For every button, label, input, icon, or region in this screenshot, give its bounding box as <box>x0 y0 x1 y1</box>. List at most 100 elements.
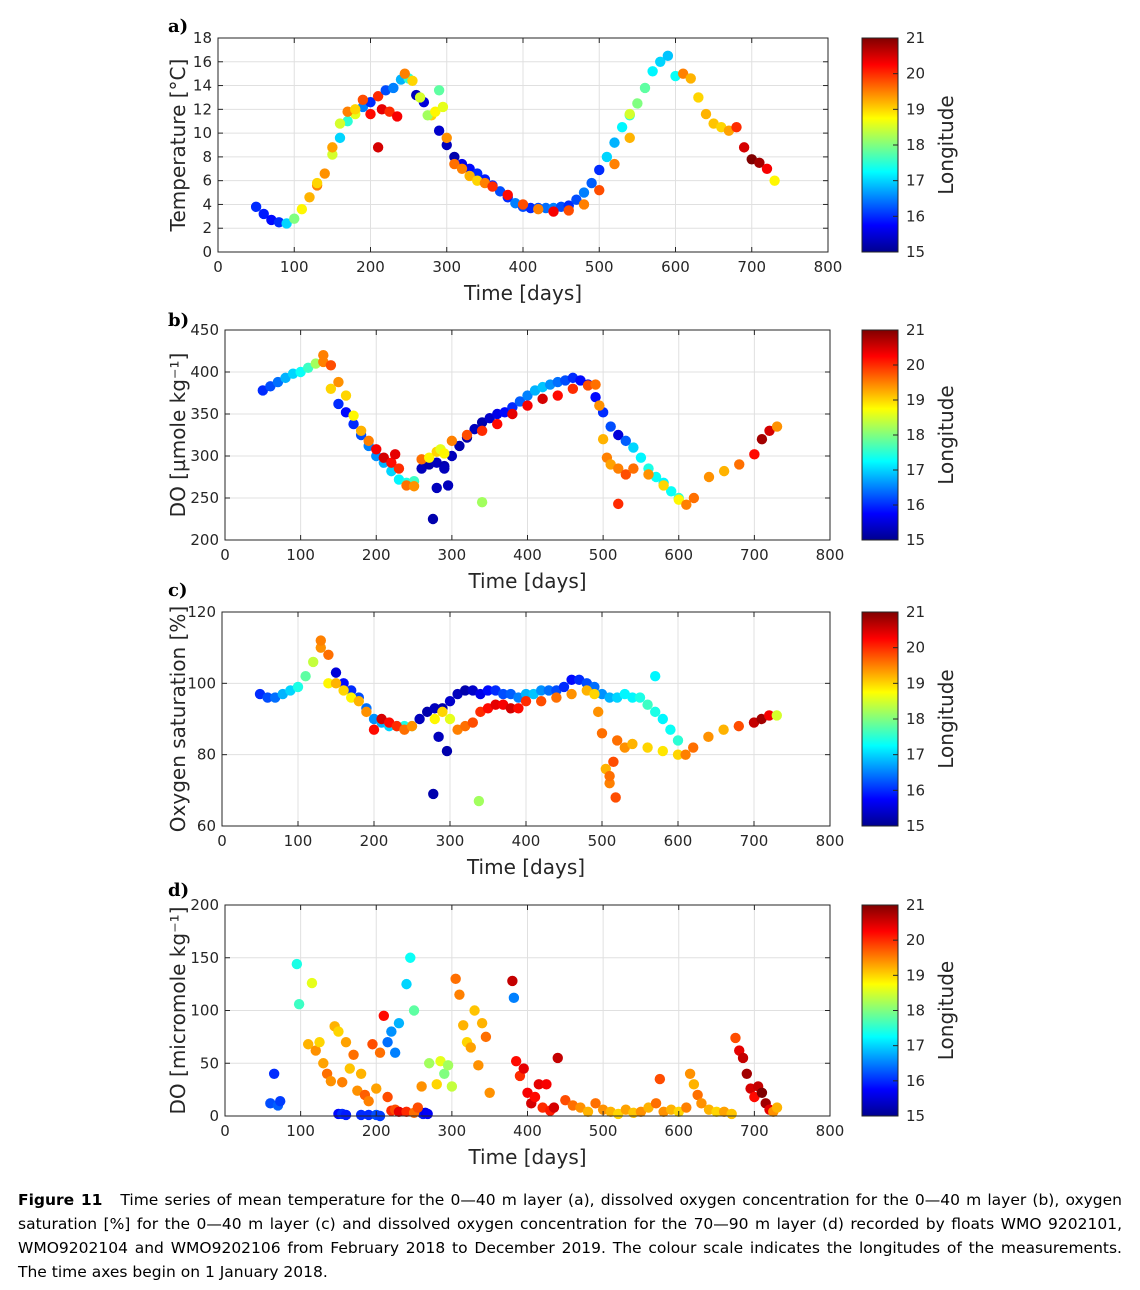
data-point <box>325 383 337 394</box>
data-point <box>441 132 452 144</box>
data-point <box>393 1017 405 1029</box>
data-point <box>334 132 346 144</box>
colorbar-tick-label: 16 <box>906 1072 925 1090</box>
x-tick-label: 100 <box>286 1122 315 1140</box>
data-point <box>566 688 577 700</box>
colorbar-tick-label: 18 <box>906 426 925 444</box>
y-tick-label: 0 <box>209 1107 219 1125</box>
data-point <box>340 1109 352 1121</box>
y-tick-label: 60 <box>197 817 216 835</box>
x-tick-label: 800 <box>816 546 845 564</box>
data-point <box>334 118 346 129</box>
y-tick-label: 6 <box>202 172 212 190</box>
panel-label: c) <box>168 580 187 601</box>
data-point <box>520 688 532 700</box>
data-point <box>731 121 742 133</box>
x-tick-label: 200 <box>360 832 389 850</box>
data-point <box>703 471 715 483</box>
data-point <box>771 1102 783 1113</box>
data-point <box>338 685 349 696</box>
data-point <box>350 104 361 115</box>
data-point <box>333 398 344 410</box>
data-point <box>431 482 442 494</box>
data-point <box>357 94 369 106</box>
data-point <box>642 699 653 710</box>
data-point <box>594 400 605 411</box>
x-tick-label: 300 <box>438 1122 467 1140</box>
data-points <box>257 350 783 525</box>
data-point <box>325 360 337 371</box>
colorbar-tick-label: 15 <box>906 531 925 549</box>
data-point <box>473 1060 484 1071</box>
data-point <box>566 674 577 685</box>
y-tick-label: 300 <box>190 447 219 465</box>
data-point <box>672 749 684 760</box>
data-point <box>439 463 450 474</box>
colorbar-tick-label: 20 <box>906 931 925 949</box>
data-point <box>681 499 692 510</box>
y-axis-label: Temperature [°C] <box>166 59 190 233</box>
data-point <box>604 770 615 782</box>
colorbar-tick-label: 18 <box>906 1002 925 1020</box>
data-point <box>268 1068 280 1080</box>
data-point <box>571 194 582 205</box>
data-point <box>537 393 548 405</box>
data-point <box>464 170 475 182</box>
y-tick-label: 50 <box>200 1054 219 1072</box>
data-point <box>262 692 273 703</box>
data-point <box>280 372 291 384</box>
y-tick-label: 450 <box>190 321 219 339</box>
data-point <box>711 1106 722 1117</box>
x-tick-label: 0 <box>217 832 227 850</box>
data-point <box>433 85 445 96</box>
data-point <box>456 163 468 174</box>
data-point <box>414 713 425 725</box>
data-point <box>446 1081 458 1092</box>
data-point <box>469 1005 480 1016</box>
data-point <box>769 175 780 186</box>
data-point <box>529 1091 541 1103</box>
data-point <box>384 106 395 117</box>
data-point <box>344 1063 355 1074</box>
data-point <box>460 685 471 696</box>
data-point <box>536 685 547 696</box>
y-tick-label: 18 <box>193 29 212 47</box>
data-point <box>738 142 750 153</box>
y-tick-label: 0 <box>202 243 212 261</box>
data-point <box>311 177 323 189</box>
y-tick-label: 4 <box>202 195 212 213</box>
y-tick-label: 8 <box>202 148 212 166</box>
data-point <box>522 390 533 401</box>
y-axis-label: DO [µmole kg⁻¹] <box>166 353 190 518</box>
data-point <box>718 724 729 735</box>
data-point <box>737 1052 749 1064</box>
data-point <box>408 481 420 492</box>
data-point <box>330 667 342 678</box>
data-point <box>650 706 661 718</box>
data-point <box>449 151 460 163</box>
data-point <box>575 375 586 386</box>
data-point <box>487 181 498 192</box>
x-tick-label: 400 <box>513 1122 542 1140</box>
colorbar-tick-label: 18 <box>906 136 925 154</box>
x-tick-label: 700 <box>740 546 769 564</box>
data-point <box>696 1098 707 1109</box>
y-tick-label: 14 <box>193 77 212 95</box>
data-point <box>272 376 284 388</box>
data-point <box>340 1036 352 1048</box>
data-point <box>688 742 699 753</box>
data-point <box>467 717 478 728</box>
colorbar-tick-label: 21 <box>906 603 925 621</box>
data-point <box>315 635 326 646</box>
data-point <box>533 204 544 215</box>
data-point <box>484 1087 495 1098</box>
data-point <box>616 121 628 133</box>
data-point <box>378 1010 390 1021</box>
data-point <box>348 1049 359 1061</box>
y-tick-label: 200 <box>190 531 219 549</box>
data-point <box>548 1102 560 1113</box>
data-point <box>627 692 638 703</box>
panel-label: a) <box>168 16 188 37</box>
data-point <box>382 1036 393 1048</box>
data-point <box>608 756 619 767</box>
